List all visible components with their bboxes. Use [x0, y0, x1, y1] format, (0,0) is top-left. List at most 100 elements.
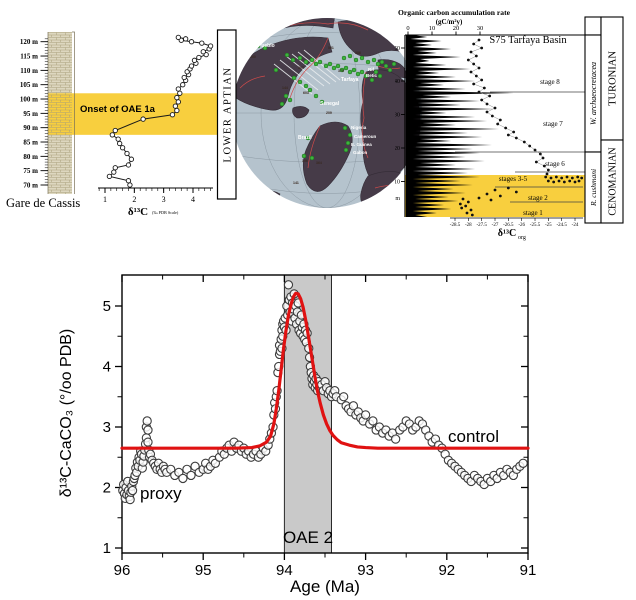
globe-label: Gabon	[353, 150, 368, 155]
site-dot	[345, 140, 351, 146]
age-tick-label: 96	[114, 562, 131, 579]
d13corg-point	[534, 160, 538, 164]
globe-label: Nigeria	[351, 125, 367, 130]
depth-tick-label: 85 m	[23, 139, 38, 147]
d13corg-point	[493, 188, 497, 192]
site-dot	[391, 61, 397, 67]
d13corg-point	[472, 82, 476, 86]
cassis-data-point	[125, 162, 132, 168]
oae1a-onset-label: Onset of OAE 1a	[80, 104, 156, 115]
cassis-data-point	[106, 173, 113, 180]
d13corg-point	[472, 62, 476, 66]
isotope-data-point	[283, 280, 294, 290]
d13corg-point	[465, 211, 469, 215]
cassis-data-point	[207, 43, 214, 49]
d13corg-point	[528, 144, 532, 148]
globe-label: 603	[303, 91, 309, 95]
d13corg-point	[469, 70, 473, 74]
d13c-tick-label: 2	[103, 480, 111, 497]
d13corg-point	[522, 140, 526, 144]
cassis-data-point	[119, 145, 126, 151]
isotope-data-point	[390, 434, 401, 444]
stage-label: stage 7	[543, 120, 563, 128]
d13corg-point	[541, 156, 545, 160]
d13corg-tick-label: -25.5	[530, 223, 541, 228]
cassis-data-point	[181, 74, 187, 81]
d13corg-point	[577, 179, 581, 183]
cassis-x-tick-label: 1	[103, 195, 107, 204]
age-tick-label: 95	[195, 562, 212, 579]
site-dot	[307, 87, 313, 93]
cassis-data-point	[199, 40, 205, 46]
d13corg-point	[485, 192, 489, 196]
d13corg-point	[554, 175, 558, 179]
globe-label: 364	[316, 161, 322, 165]
d13corg-tick-label: -27.5	[476, 223, 487, 228]
d13corg-point	[464, 204, 468, 208]
d13corg-tick-label: -25	[545, 223, 552, 228]
zone-r-cushmani: R. cushmani	[589, 169, 598, 207]
cassis-data-point	[112, 127, 118, 134]
d13c-tick-label: 4	[103, 359, 111, 376]
isotope-data-point	[142, 416, 152, 426]
isotope-data-point	[348, 401, 359, 411]
globe-label: 370	[338, 69, 344, 73]
cassis-data-point	[175, 34, 181, 41]
d13corg-point	[477, 196, 481, 200]
cassis-data-point	[196, 54, 202, 61]
cassis-data-point	[172, 103, 179, 109]
d13corg-point	[477, 66, 481, 70]
globe-label: 144	[282, 86, 288, 90]
globe-label: Senegal	[320, 101, 340, 107]
site-dot	[365, 59, 371, 65]
site-dot	[327, 61, 333, 67]
strat-columns	[584, 16, 624, 224]
depth-tick-label: 100 m	[20, 96, 38, 104]
stage-turonian: TURONIAN	[608, 51, 619, 106]
d13c-tick-label: 5	[103, 298, 111, 315]
isotope-data-point	[178, 473, 188, 484]
d13corg-point	[545, 172, 549, 176]
d13corg-tick-label: -24	[572, 223, 579, 228]
tarfaya-depth-label: 50	[395, 46, 400, 52]
site-dot	[373, 69, 379, 75]
site-dot	[383, 63, 389, 69]
site-dot	[283, 93, 289, 99]
cassis-data-point	[175, 99, 181, 105]
depth-tick-label: 75 m	[23, 167, 38, 175]
rate-tick-label: 0	[406, 25, 409, 32]
model-curve	[120, 291, 530, 450]
d13corg-point	[472, 42, 476, 46]
d13corg-point	[498, 118, 502, 122]
cassis-xaxis-scale-note: (‰ PDB Scale)	[152, 210, 179, 215]
cassis-x-tick-label: 4	[191, 195, 195, 204]
site-dot	[262, 45, 268, 51]
d13corg-point	[506, 186, 510, 190]
d13corg-point	[482, 86, 486, 90]
d13corg-point	[480, 46, 484, 50]
cassis-data-point	[200, 49, 206, 55]
site-dot	[347, 69, 353, 75]
lower-aptian-label: LOWER APTIAN	[222, 67, 233, 163]
site-dot	[284, 52, 290, 58]
site-dot	[313, 93, 319, 99]
isotope-data-point	[518, 458, 528, 468]
depth-tick-label: 115 m	[20, 53, 38, 61]
d13corg-trail	[467, 39, 549, 175]
d13corg-point	[485, 110, 489, 114]
depth-tick-label: 90 m	[23, 124, 38, 132]
tarfaya-panel: 0 10 20 30 50 40 30 20 10 m stage 8 stage 7 stage 6 s…	[395, 8, 624, 241]
cassis-data-point	[124, 150, 130, 157]
d13c-tick-label: 3	[103, 419, 111, 436]
d13corg-point	[474, 54, 478, 58]
globe-label: 1050	[248, 55, 256, 59]
d13corg-tick-label: -26.5	[503, 223, 514, 228]
globe-label: Tarfaya	[341, 77, 359, 83]
d13corg-point	[460, 206, 464, 210]
d13corg-point	[560, 176, 564, 180]
d13corg-point	[488, 94, 492, 98]
site-dot	[309, 155, 315, 161]
site-dot	[317, 59, 323, 65]
site-dot	[355, 71, 361, 77]
